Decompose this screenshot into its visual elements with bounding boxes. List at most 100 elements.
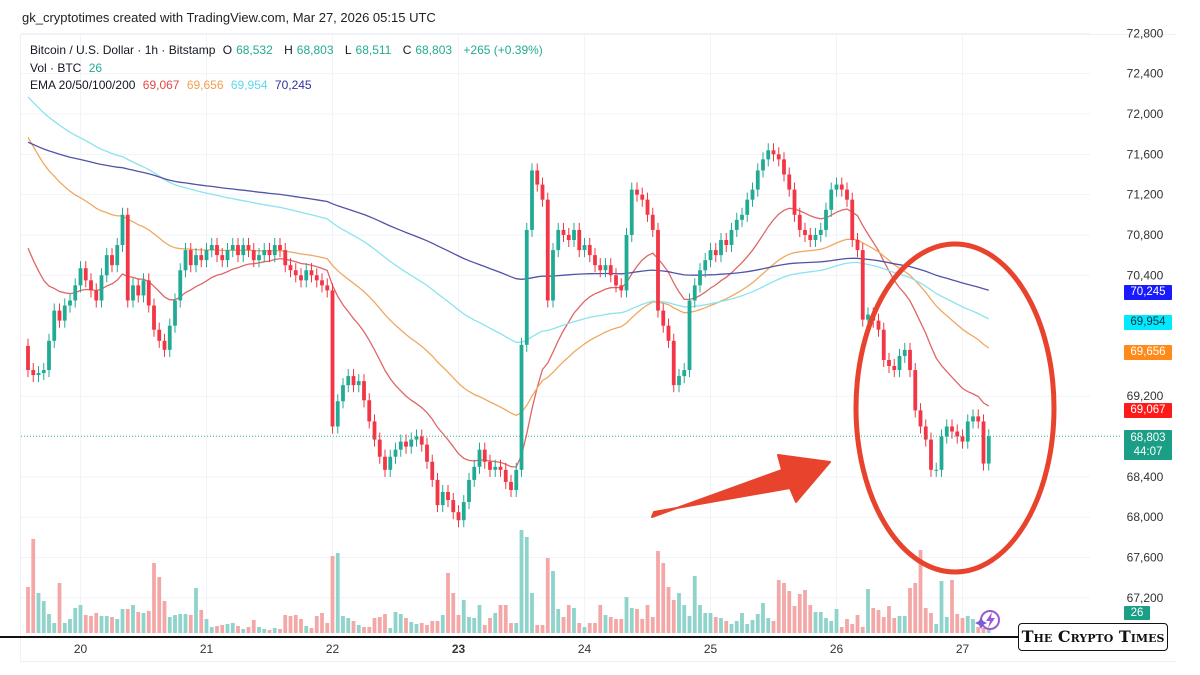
volume-bar [572, 608, 576, 633]
volume-bar [146, 611, 151, 633]
volume-bar [818, 612, 823, 633]
volume-bar [551, 571, 555, 633]
candle-body [729, 229, 734, 246]
volume-bar [78, 605, 83, 633]
volume-bar [845, 619, 849, 633]
candle-body [866, 314, 870, 320]
candle-body [524, 229, 529, 345]
volume-bar [530, 593, 534, 633]
volume-bar [68, 619, 72, 633]
ema-label[interactable]: EMA 20/50/100/200 [30, 78, 136, 92]
candle-body [876, 320, 881, 330]
candle-body [572, 229, 576, 240]
candle-body [787, 174, 792, 190]
candle-body [950, 426, 954, 432]
candle-body [89, 280, 93, 291]
ema20-price-label: 69,067 [1124, 403, 1172, 418]
volume-bar [598, 605, 603, 633]
candle-body [26, 345, 30, 371]
volume-bar [183, 614, 188, 633]
candle-body [808, 234, 813, 240]
volume-bar [456, 615, 461, 633]
ema50-value: 69,656 [186, 78, 224, 92]
legend-ema-row: EMA 20/50/100/200 69,067 69,656 69,954 7… [30, 78, 316, 92]
candle-body [110, 255, 114, 266]
volume-bar [36, 593, 41, 633]
candle-body [650, 214, 655, 230]
candle-body [724, 240, 729, 246]
candle-body [409, 439, 414, 447]
volume-bar [535, 625, 540, 633]
candle-body [362, 381, 366, 401]
candle-body [771, 150, 776, 155]
volume-bar [556, 609, 561, 633]
volume-bar [593, 623, 597, 633]
annotation-arrow [651, 454, 831, 518]
high-label: H [284, 43, 293, 57]
candle-body [514, 469, 519, 490]
volume-bar [314, 616, 319, 633]
volume-bar [320, 613, 324, 633]
candle-body [246, 245, 251, 251]
time-axis: 20 21 22 23 24 25 26 27 [74, 642, 970, 656]
volume-bar [566, 605, 571, 633]
volume-bar [514, 623, 519, 633]
candle-body [278, 245, 282, 251]
volume-bar [750, 620, 755, 633]
candle-body [834, 184, 839, 190]
candle-body [162, 340, 167, 350]
symbol-title[interactable]: Bitcoin / U.S. Dollar · 1h · Bitstamp [30, 43, 216, 57]
candle-body [99, 275, 104, 301]
volume-bar [467, 617, 471, 633]
volume-bar [608, 617, 613, 633]
ema-line-200 [27, 141, 989, 291]
volume-bar [393, 612, 398, 633]
candle-body [36, 373, 41, 376]
volume-bar [157, 577, 162, 633]
volume-bar [955, 614, 960, 633]
candle-body [482, 449, 487, 462]
volume-bar [346, 618, 351, 633]
candle-body [299, 275, 303, 281]
candle-body [351, 376, 356, 386]
candle-body [698, 270, 702, 286]
volume-bar [650, 617, 655, 633]
volume-bar [666, 587, 671, 633]
candle-body [619, 285, 624, 291]
candle-body [68, 300, 72, 306]
volume-bar [687, 616, 692, 633]
volume-bar [661, 563, 666, 633]
y-tick-label: 67,600 [1127, 551, 1164, 565]
volume-bar [540, 625, 545, 633]
volume-bar [372, 618, 377, 633]
volume-bar [335, 553, 340, 633]
volume-bar [120, 609, 125, 633]
y-tick-label: 68,400 [1127, 470, 1164, 484]
volume-bar [839, 627, 844, 633]
volume-bar [47, 614, 51, 633]
candle-body [540, 184, 545, 200]
volume-bar [257, 627, 261, 633]
candle-body [230, 245, 235, 251]
volume-bar [283, 615, 288, 633]
candle-body [47, 340, 51, 371]
candle-body [236, 245, 240, 256]
close-label: C [402, 43, 412, 57]
volume-bar [99, 616, 104, 633]
candle-body [645, 199, 650, 215]
volume-bar [860, 627, 865, 633]
candle-body [188, 250, 193, 266]
candle-body [887, 359, 891, 366]
volume-bar [902, 616, 907, 633]
candle-body [320, 280, 324, 286]
candle-body [902, 349, 907, 356]
candle-body [31, 370, 36, 376]
volume-label[interactable]: Vol · BTC [30, 61, 82, 75]
x-tick-label: 21 [200, 642, 214, 656]
volume-bar [482, 625, 487, 633]
chart-panel[interactable] [20, 34, 1176, 662]
volume-bar [761, 603, 765, 633]
red-arrow-annotation [651, 454, 831, 518]
